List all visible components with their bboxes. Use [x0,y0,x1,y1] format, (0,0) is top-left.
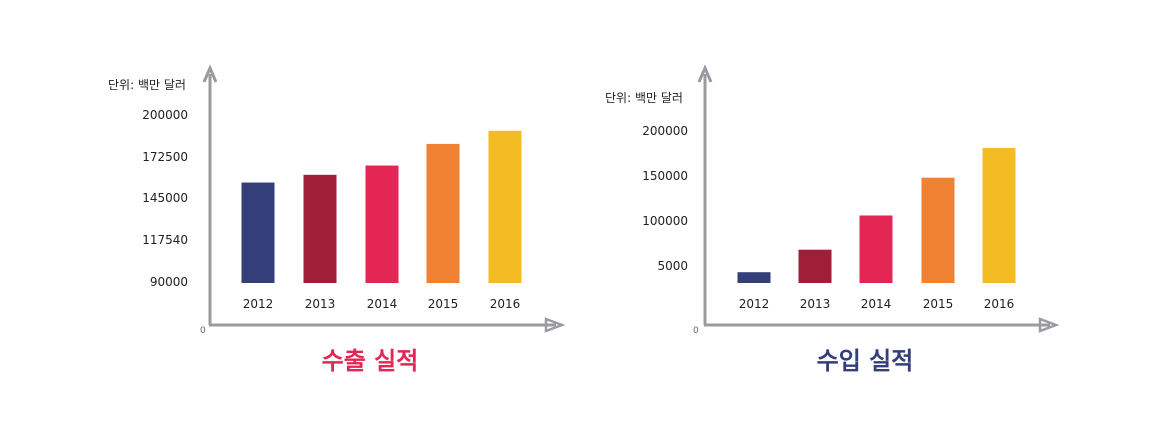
export-bars [241,130,522,283]
import-xtick-label: 2012 [739,297,770,311]
import-y-axis-arrowhead [697,64,713,83]
import-chart: 단위: 백만 달러 0 200000 150000 100000 5000 20… [605,64,1060,375]
import-origin-label: 0 [693,326,699,336]
export-chart-title: 수출 실적 [322,347,419,375]
import-x-axis-arrowhead [1038,317,1060,333]
import-xtick-label: 2014 [861,297,892,311]
import-ytick-label: 100000 [642,214,688,228]
import-bars [737,148,1016,283]
export-unit-label: 단위: 백만 달러 [108,78,186,92]
export-chart: 단위: 백만 달러 0 200000 172500 145000 117540 … [108,64,566,375]
export-ytick-label: 172500 [142,150,188,164]
export-bar [303,174,337,283]
export-xtick-label: 2015 [428,297,459,311]
export-x-axis-arrowhead [544,317,566,333]
export-xtick-label: 2014 [367,297,398,311]
import-ytick-label: 5000 [657,259,688,273]
export-ytick-label: 117540 [142,233,188,247]
export-bar [241,182,275,283]
import-bar [921,177,955,283]
import-unit-label: 단위: 백만 달러 [605,91,683,105]
import-chart-title: 수입 실적 [817,347,914,375]
import-xtick-label: 2015 [923,297,954,311]
import-ytick-label: 150000 [642,169,688,183]
import-bar [798,249,832,283]
import-y-axis [697,64,713,325]
export-xtick-label: 2012 [243,297,274,311]
import-bar [859,215,893,283]
export-xtick-label: 2013 [305,297,336,311]
export-x-axis [209,317,566,333]
import-xtick-label: 2016 [984,297,1015,311]
export-bar [426,143,460,283]
import-ytick-label: 200000 [642,124,688,138]
import-bar [982,148,1016,283]
import-x-axis [704,317,1060,333]
export-bar [488,130,522,283]
export-ytick-label: 200000 [142,108,188,122]
export-bar [365,165,399,283]
export-origin-label: 0 [200,326,206,336]
import-xtick-label: 2013 [800,297,831,311]
import-bar [737,272,771,283]
export-y-axis-arrowhead [202,64,218,83]
export-xtick-label: 2016 [490,297,521,311]
export-ytick-label: 90000 [150,275,188,289]
export-y-axis [202,64,218,325]
export-ytick-label: 145000 [142,191,188,205]
